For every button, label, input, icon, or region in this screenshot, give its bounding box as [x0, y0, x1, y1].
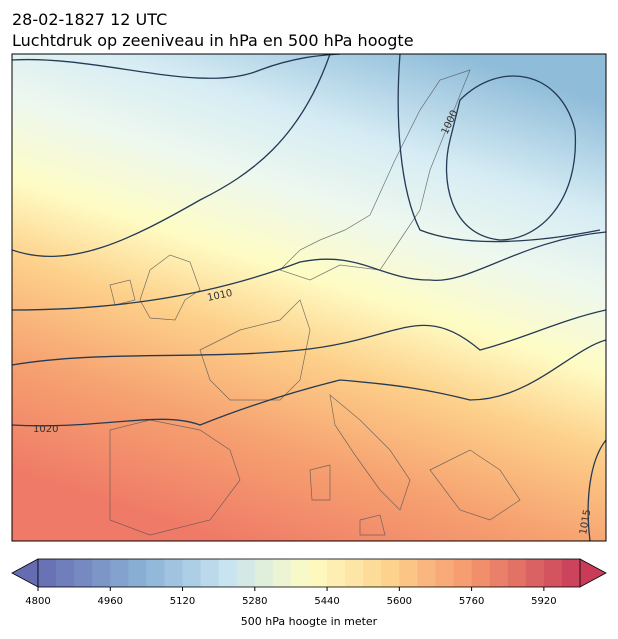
colorbar-swatch — [363, 559, 382, 587]
colorbar-extend-low — [11, 558, 39, 588]
colorbar-tick-label: 5600 — [387, 596, 412, 607]
colorbar-swatch — [309, 559, 328, 587]
isobar-label: 1015 — [578, 509, 593, 536]
colorbar-swatch — [236, 559, 256, 587]
colorbar-swatch — [543, 559, 563, 587]
isobar-label: 1010 — [206, 288, 233, 304]
colorbar-swatch — [254, 559, 274, 587]
colorbar-swatch — [417, 559, 436, 587]
colorbar-swatch — [164, 559, 184, 587]
colorbar-frame — [37, 558, 581, 588]
colorbar-swatch — [561, 559, 581, 587]
map-frame — [11, 53, 607, 542]
colorbar-tick-label: 5760 — [459, 596, 484, 607]
colorbar-swatch — [272, 559, 292, 587]
colorbar-swatch — [345, 559, 364, 587]
colorbar-swatch — [381, 559, 400, 587]
colorbar-tick-label: 5920 — [531, 596, 556, 607]
map-background — [12, 54, 606, 541]
subtitle: Luchtdruk op zeeniveau in hPa en 500 hPa… — [12, 31, 414, 50]
colorbar-tick-label: 4800 — [25, 596, 50, 607]
colorbar-tick-label: 5440 — [314, 596, 339, 607]
colorbar-swatch — [74, 559, 93, 587]
colorbar-swatch — [435, 559, 455, 587]
colorbar-swatch — [327, 559, 346, 587]
colorbar-swatch — [92, 559, 111, 587]
colorbar-swatch — [146, 559, 165, 587]
isobar-label: 1020 — [33, 424, 58, 435]
colorbar-swatch — [56, 559, 75, 587]
colorbar-swatch — [507, 559, 527, 587]
title: 28-02-1827 12 UTC — [12, 10, 167, 29]
colorbar-swatch — [399, 559, 418, 587]
colorbar-swatch — [200, 559, 220, 587]
colorbar-swatch — [471, 559, 491, 587]
colorbar-tick-label: 5280 — [242, 596, 267, 607]
colorbar-swatch — [38, 559, 57, 587]
colorbar-swatch — [218, 559, 238, 587]
colorbar-tick-label: 5120 — [170, 596, 195, 607]
colorbar-swatch — [182, 559, 202, 587]
colorbar-label: 500 hPa hoogte in meter — [241, 615, 378, 628]
coastlines — [109, 69, 521, 536]
map: 1010 1000 1020 1015 — [12, 54, 606, 541]
colorbar: 4800 4960 5120 5280 5440 5600 5760 5920 — [11, 558, 607, 607]
isobars — [12, 54, 606, 541]
colorbar-swatch — [525, 559, 545, 587]
colorbar-swatch — [489, 559, 509, 587]
colorbar-extend-high — [579, 558, 607, 588]
colorbar-swatch — [110, 559, 129, 587]
colorbar-tick-label: 4960 — [98, 596, 123, 607]
colorbar-swatch — [128, 559, 147, 587]
colorbar-swatch — [453, 559, 473, 587]
colorbar-swatch — [290, 559, 310, 587]
